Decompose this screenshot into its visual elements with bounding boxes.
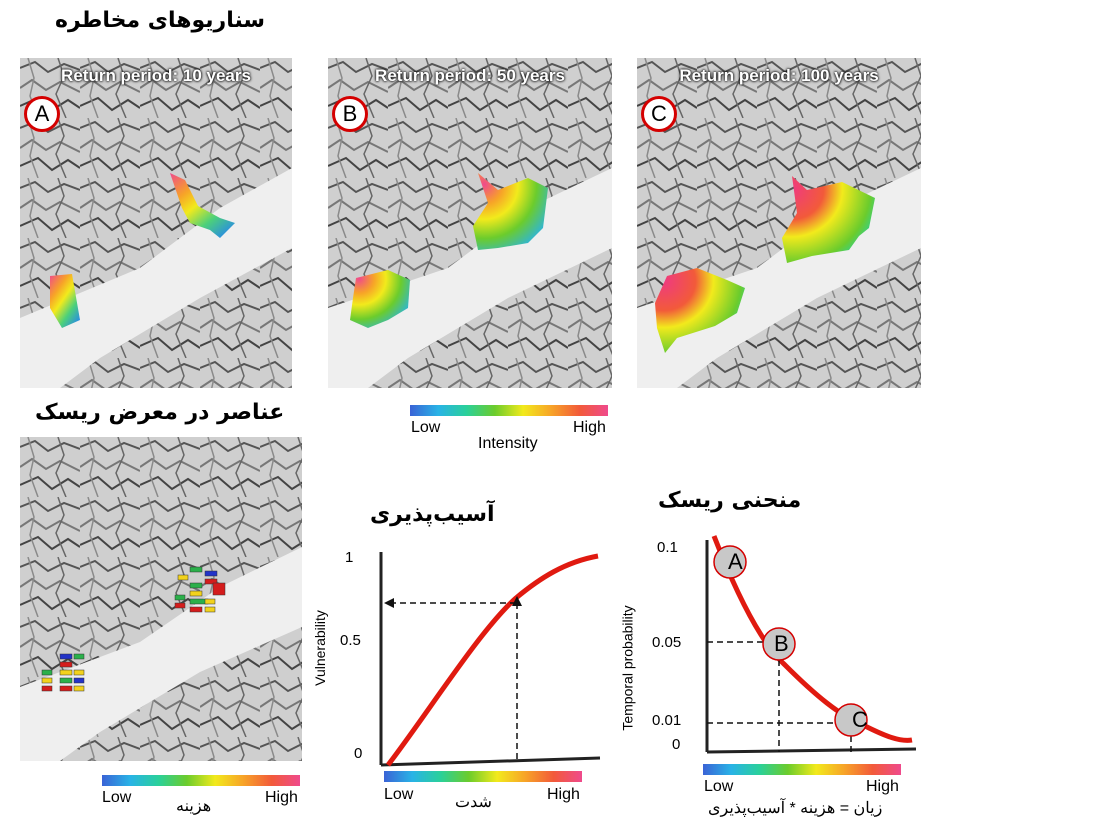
y-axis-label: Temporal probability [619, 605, 636, 731]
elements-at-risk-title: عناصر در معرض ریسک [35, 400, 285, 425]
risk-curve-title: منحنی ریسک [658, 488, 802, 513]
risk-curve-chart [705, 535, 917, 754]
risk-color-bar [703, 764, 901, 775]
hazard-map-c: Return period: 100 years C [637, 58, 921, 388]
risk-point-label: B [774, 631, 789, 656]
y-tick-label: 0.1 [657, 539, 678, 556]
cost-color-bar [102, 775, 300, 786]
cost-title: هزینه [176, 798, 212, 815]
hazard-map-a: Return period: 10 years A [20, 58, 292, 388]
risk-low-label: Low [704, 778, 734, 795]
cost-high-label: High [265, 789, 298, 806]
loss-formula: زیان = هزینه * آسیب‌پذیری [708, 800, 883, 817]
y-tick-label: 0.05 [652, 634, 682, 651]
intensity-high-label: High [573, 419, 606, 436]
vulnerability-curve [386, 553, 599, 767]
return-period-label: Return period: 10 years [61, 66, 251, 85]
y-axis-label: Vulnerability [311, 610, 328, 686]
x-axis [706, 747, 917, 754]
guide-arrowhead [512, 596, 522, 606]
severity-low-label: Low [384, 786, 414, 803]
hazard-map-b: Return period: 50 years B [328, 58, 612, 388]
risk-point-label: C [852, 707, 868, 732]
return-period-label: Return period: 100 years [679, 66, 879, 85]
building-cluster [41, 566, 226, 692]
return-period-label: Return period: 50 years [375, 66, 565, 85]
vulnerability-chart [379, 552, 601, 767]
vulnerability-title: آسیب‌پذیری [370, 502, 495, 527]
intensity-low-label: Low [411, 419, 441, 436]
y-tick-label: 0.01 [652, 712, 682, 729]
y-tick-label: 0.5 [340, 632, 361, 649]
elements-at-risk-map [20, 437, 302, 761]
scenario-letter-badge: B [332, 96, 368, 132]
scenario-letter-badge: C [641, 96, 677, 132]
risk-point-b [762, 627, 796, 661]
risk-high-label: High [866, 778, 899, 795]
intensity-title: Intensity [478, 435, 538, 452]
severity-title: شدت [455, 794, 492, 811]
hazard-scenarios-title: سناریوهای مخاطره [55, 8, 266, 33]
risk-point-label: A [728, 549, 743, 574]
cost-low-label: Low [102, 789, 132, 806]
risk-curve [711, 535, 913, 743]
x-axis [380, 756, 601, 767]
severity-color-bar [384, 771, 582, 782]
scenario-letter-badge: A [24, 96, 60, 132]
severity-high-label: High [547, 786, 580, 803]
y-tick-label: 0 [672, 736, 681, 753]
y-tick-label: 0 [354, 745, 363, 762]
risk-point-c [834, 703, 868, 737]
risk-point-a [713, 545, 747, 579]
y-tick-label: 1 [345, 549, 354, 566]
intensity-color-bar [410, 405, 608, 416]
guide-arrowhead [384, 598, 394, 608]
